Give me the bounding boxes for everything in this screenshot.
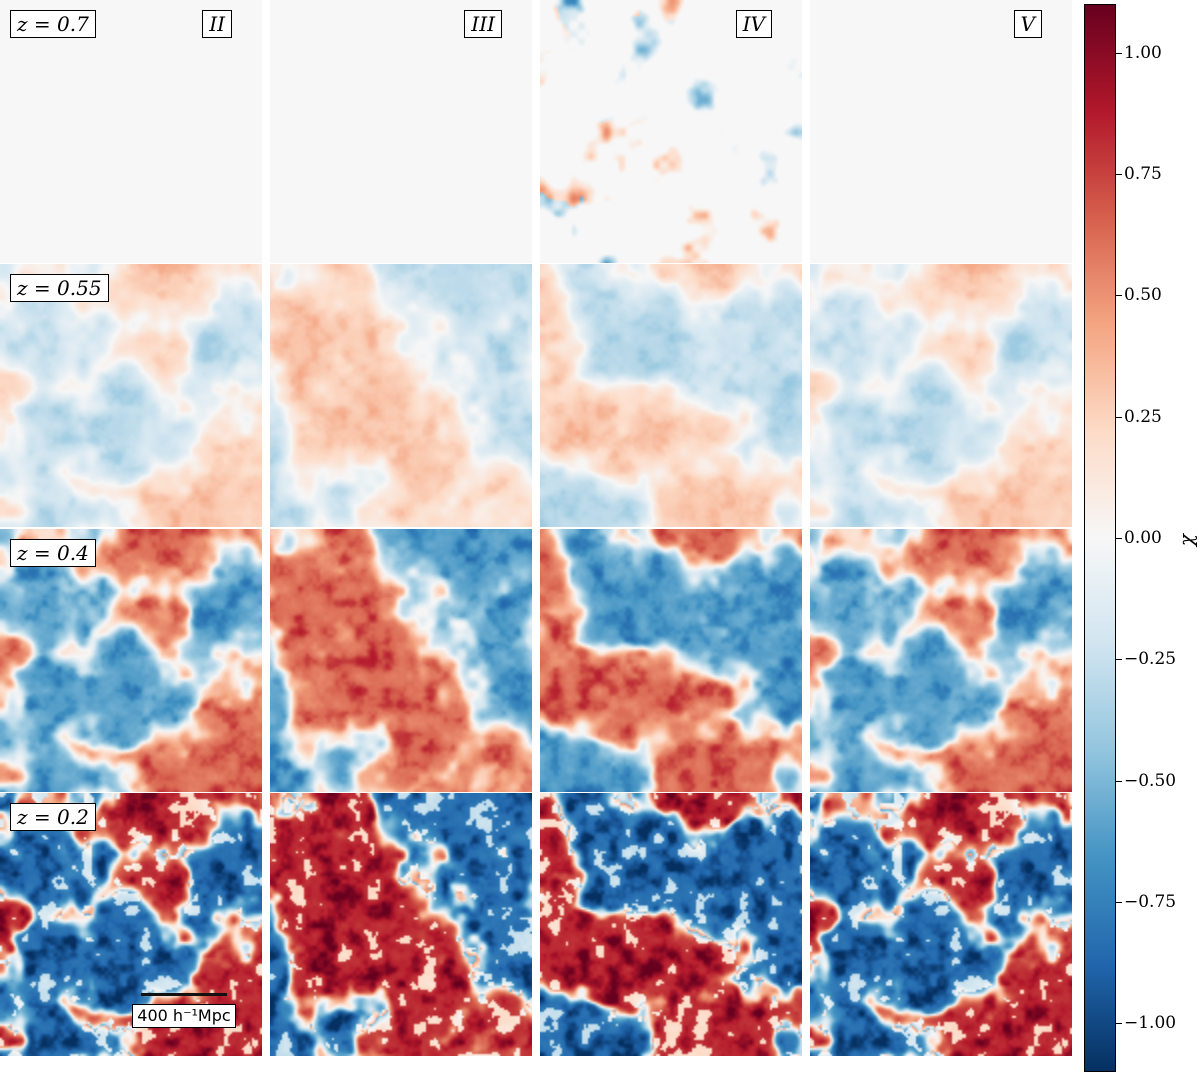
ionization-field (0, 264, 262, 527)
map-panel (540, 793, 802, 1056)
model-label: III (464, 10, 502, 38)
ionization-field (810, 793, 1072, 1056)
map-panel (270, 264, 532, 527)
redshift-label: z = 0.7 (10, 10, 96, 38)
ionization-field (270, 264, 532, 527)
colorbar-tick-label: 0.25 (1124, 406, 1162, 427)
colorbar-tick-label: −0.50 (1124, 770, 1177, 791)
scale-bar: 400 h⁻¹Mpc (126, 993, 242, 1028)
map-panel (810, 529, 1072, 792)
colorbar-tick-mark (1116, 1023, 1122, 1025)
scale-bar-label: 400 h⁻¹Mpc (132, 1004, 236, 1028)
ionization-field (810, 264, 1072, 527)
map-panel (270, 529, 532, 792)
ionization-field (270, 793, 532, 1056)
colorbar-tick-label: −0.75 (1124, 892, 1177, 913)
colorbar-label: χ (1174, 533, 1199, 547)
colorbar (1084, 4, 1116, 1072)
colorbar-tick-mark (1116, 416, 1122, 418)
redshift-label: z = 0.55 (10, 274, 109, 302)
map-panel (810, 264, 1072, 527)
map-panel: z = 0.2 400 h⁻¹Mpc (0, 793, 262, 1056)
map-panel (270, 793, 532, 1056)
colorbar-tick-mark (1116, 52, 1122, 54)
map-panel: IV (540, 0, 802, 263)
ionization-field (810, 0, 1072, 263)
map-panel: V (810, 0, 1072, 263)
colorbar-tick-mark (1116, 173, 1122, 175)
scale-bar-line (141, 993, 227, 996)
map-panel (810, 793, 1072, 1056)
colorbar-tick-mark (1116, 780, 1122, 782)
map-panel: z = 0.55 (0, 264, 262, 527)
ionization-field (270, 0, 532, 263)
colorbar-tick-mark (1116, 902, 1122, 904)
model-label: II (202, 10, 232, 38)
colorbar-tick-label: −0.25 (1124, 649, 1177, 670)
ionization-field (810, 529, 1072, 792)
ionization-field (0, 0, 262, 263)
colorbar-tick-label: 1.00 (1124, 42, 1162, 63)
ionization-field (540, 0, 802, 263)
map-panel: III (270, 0, 532, 263)
ionization-field (540, 529, 802, 792)
ionization-field (540, 264, 802, 527)
model-label: IV (735, 10, 772, 38)
map-panel: z = 0.4 (0, 529, 262, 792)
colorbar-tick-label: 0.50 (1124, 285, 1162, 306)
map-panel (540, 529, 802, 792)
colorbar-tick-label: −1.00 (1124, 1013, 1177, 1034)
ionization-field (270, 529, 532, 792)
model-label: V (1013, 10, 1042, 38)
colorbar-tick-label: 0.00 (1124, 528, 1162, 548)
ionization-field (0, 529, 262, 792)
map-panel: z = 0.7 II (0, 0, 262, 263)
colorbar-tick-mark (1116, 659, 1122, 661)
colorbar-tick-mark (1116, 538, 1122, 539)
ionization-field (540, 793, 802, 1056)
redshift-label: z = 0.2 (10, 803, 96, 831)
map-panel (540, 264, 802, 527)
redshift-label: z = 0.4 (10, 539, 96, 567)
colorbar-tick-label: 0.75 (1124, 163, 1162, 184)
colorbar-tick-mark (1116, 295, 1122, 297)
